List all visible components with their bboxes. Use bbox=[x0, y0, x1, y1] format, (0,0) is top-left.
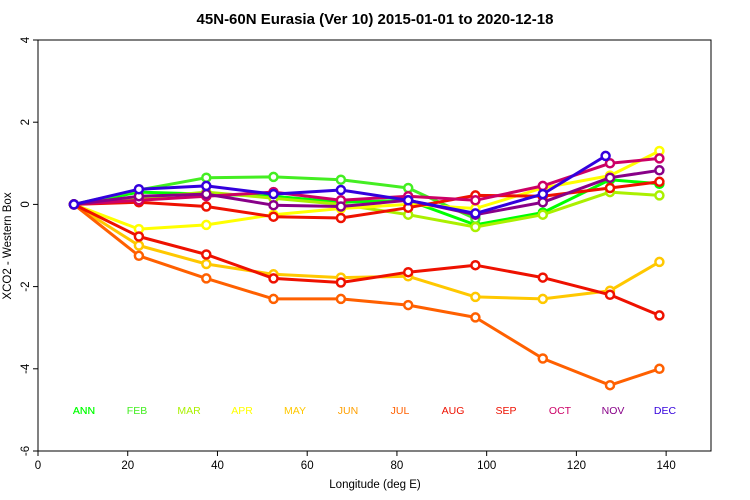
legend-entry: SEP bbox=[495, 405, 516, 417]
data-point bbox=[654, 153, 665, 164]
legend-entry: APR bbox=[231, 405, 253, 417]
data-point bbox=[201, 172, 212, 183]
x-tick-label: 120 bbox=[567, 460, 586, 472]
data-point bbox=[604, 158, 616, 169]
series-line bbox=[73, 203, 660, 317]
x-tick-label: 0 bbox=[35, 460, 41, 472]
data-point bbox=[654, 256, 665, 268]
data-point bbox=[268, 293, 279, 305]
legend-entry: MAY bbox=[284, 405, 306, 417]
data-point bbox=[201, 219, 212, 231]
data-point bbox=[654, 165, 665, 176]
data-point bbox=[335, 201, 347, 212]
legend-entry: OCT bbox=[549, 405, 572, 417]
legend-entry: FEB bbox=[127, 405, 147, 417]
y-tick-label: 4 bbox=[20, 36, 32, 43]
data-point bbox=[537, 272, 549, 283]
data-point bbox=[600, 150, 611, 162]
data-point bbox=[201, 273, 212, 284]
data-point bbox=[654, 363, 665, 375]
x-tick-label: 40 bbox=[211, 460, 224, 472]
x-axis-label: Longitude (deg E) bbox=[329, 479, 421, 491]
data-point bbox=[470, 208, 481, 219]
x-tick-label: 60 bbox=[301, 460, 314, 472]
data-point bbox=[268, 273, 279, 284]
series-line bbox=[72, 203, 660, 387]
data-point bbox=[402, 299, 414, 311]
series-layer bbox=[68, 145, 665, 391]
data-point bbox=[335, 184, 347, 196]
data-point bbox=[537, 293, 549, 305]
y-tick-label: -2 bbox=[20, 281, 32, 291]
data-point bbox=[133, 183, 145, 195]
legend-entry: MAR bbox=[177, 405, 201, 417]
data-point bbox=[402, 182, 414, 194]
data-point bbox=[133, 231, 145, 242]
data-point bbox=[335, 174, 347, 185]
data-point bbox=[604, 379, 616, 391]
legend-entry: JUL bbox=[391, 405, 410, 417]
series-jul bbox=[68, 199, 665, 321]
y-tick-label: -4 bbox=[20, 363, 32, 374]
y-axis-label: XCO2 - Western Box bbox=[2, 192, 14, 299]
legend-entry: ANN bbox=[73, 405, 95, 417]
data-point bbox=[201, 188, 212, 200]
data-point bbox=[604, 289, 616, 301]
data-point bbox=[402, 195, 414, 206]
data-point bbox=[68, 199, 80, 210]
series-may bbox=[68, 199, 665, 305]
y-tick-label: 0 bbox=[20, 201, 32, 207]
data-point bbox=[654, 190, 665, 201]
data-point bbox=[470, 259, 481, 271]
data-point bbox=[537, 180, 549, 192]
data-point bbox=[335, 212, 347, 224]
data-point bbox=[470, 291, 481, 303]
data-point bbox=[133, 240, 145, 251]
axis-ticks: 0 20 40 60 80 100 120 140 -6 -4 -2 0 2 4 bbox=[20, 36, 676, 472]
data-point bbox=[654, 176, 665, 188]
x-tick-label: 100 bbox=[477, 460, 496, 472]
data-point bbox=[604, 172, 616, 183]
data-point bbox=[402, 266, 414, 278]
series-line bbox=[73, 168, 660, 217]
data-point bbox=[604, 182, 616, 194]
data-point bbox=[201, 180, 212, 192]
y-tick-label: 2 bbox=[20, 119, 32, 125]
legend-entry: DEC bbox=[654, 405, 677, 417]
data-point bbox=[201, 258, 212, 270]
data-point bbox=[133, 250, 145, 262]
data-point bbox=[654, 310, 665, 321]
legend-entry: JUN bbox=[338, 405, 358, 417]
legend-entry: AUG bbox=[442, 405, 465, 417]
data-point bbox=[268, 211, 279, 222]
plot-frame bbox=[37, 39, 712, 452]
series-line bbox=[73, 149, 661, 231]
series-nov bbox=[68, 150, 611, 219]
data-point bbox=[537, 188, 549, 200]
data-point bbox=[268, 199, 279, 211]
x-tick-label: 140 bbox=[657, 460, 676, 472]
data-point bbox=[335, 277, 347, 288]
series-line bbox=[73, 180, 660, 220]
data-point bbox=[470, 195, 481, 206]
data-point bbox=[335, 293, 347, 305]
data-point bbox=[537, 353, 549, 364]
x-tick-label: 20 bbox=[121, 460, 134, 472]
x-tick-label: 80 bbox=[391, 460, 404, 472]
chart-title: 45N-60N Eurasia (Ver 10) 2015-01-01 to 2… bbox=[197, 11, 554, 28]
data-point bbox=[201, 249, 212, 260]
data-point bbox=[470, 221, 481, 233]
legend-entry: ANN bbox=[73, 405, 95, 417]
data-point bbox=[537, 209, 549, 220]
data-point bbox=[537, 197, 549, 208]
data-point bbox=[268, 188, 279, 200]
legend-entry: NOV bbox=[602, 405, 625, 417]
data-point bbox=[268, 171, 279, 183]
data-point bbox=[201, 201, 212, 212]
series-line bbox=[73, 178, 660, 227]
data-point bbox=[470, 312, 481, 323]
y-tick-label: -6 bbox=[20, 446, 32, 456]
